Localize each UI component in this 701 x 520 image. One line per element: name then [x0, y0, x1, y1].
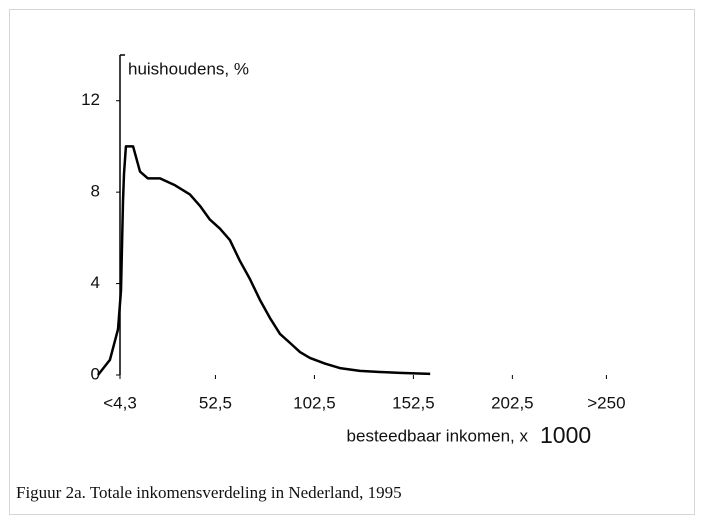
income-curve: [97, 145, 431, 376]
y-tick-label: 4: [91, 273, 100, 292]
y-tick-label: 0: [91, 364, 100, 383]
x-tick-label: 152,5: [392, 393, 435, 412]
x-tick-label: 202,5: [491, 393, 534, 412]
x-axis-unit: 1000: [540, 422, 591, 448]
y-tick-label: 12: [81, 90, 100, 109]
x-tick-label: 102,5: [293, 393, 336, 412]
x-axis-label: besteedbaar inkomen, x: [347, 426, 529, 445]
frame: [9, 9, 695, 515]
x-tick-label: <4,3: [103, 393, 137, 412]
y-tick-label: 8: [91, 182, 100, 201]
y-axis-label: huishoudens, %: [128, 59, 249, 78]
x-tick-label: 52,5: [199, 393, 232, 412]
x-tick-label: >250: [587, 393, 625, 412]
caption: Figuur 2a. Totale inkomensverdeling in N…: [16, 483, 402, 502]
